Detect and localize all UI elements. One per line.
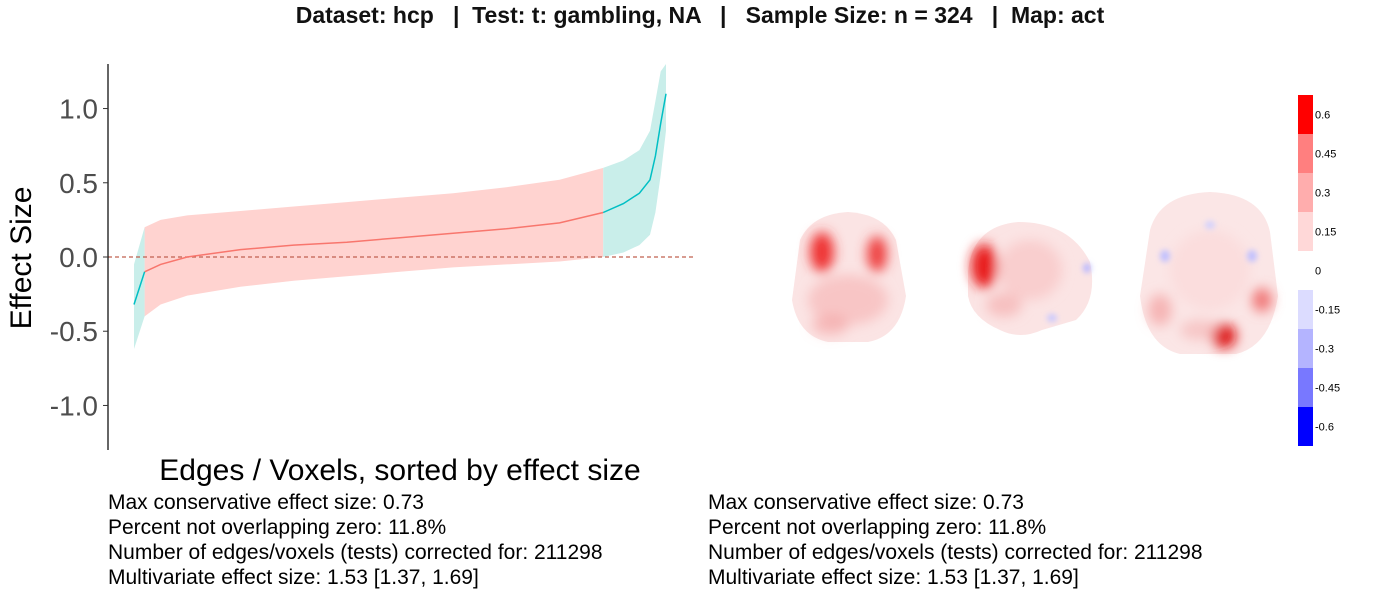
y-tick-label: 1.0 xyxy=(59,94,98,125)
max-effect-text: Max conservative effect size: 0.73 xyxy=(108,491,424,514)
effect-size-plot: -1.0 -0.5 0.0 0.5 1.0 Effect Size Edges / Vo… xyxy=(5,64,694,487)
estimate-line-nonoverlap-high xyxy=(602,93,667,214)
y-tick-label: 0.5 xyxy=(59,168,98,199)
colorbar-label: 0.45 xyxy=(1315,149,1336,161)
y-axis-ticks: -1.0 -0.5 0.0 0.5 1.0 xyxy=(50,94,108,421)
estimate-line-nonoverlap-low xyxy=(133,271,146,305)
y-tick-label: 0.0 xyxy=(59,242,98,273)
colorbar-segment xyxy=(1298,329,1313,368)
colorbar-label: -0.45 xyxy=(1315,383,1340,395)
max-effect-text: Max conservative effect size: 0.73 xyxy=(708,491,1024,514)
colorbar-segment xyxy=(1298,251,1313,290)
num-tests-text: Number of edges/voxels (tests) corrected… xyxy=(108,541,603,564)
ci-band-nonoverlap-high xyxy=(603,64,666,257)
estimate-line-overlapping xyxy=(144,211,604,273)
plot-title: Dataset: hcp | Test: t: gambling, NA | S… xyxy=(295,2,1105,28)
percent-nonoverlap-text: Percent not overlapping zero: 11.8% xyxy=(108,516,447,539)
multivariate-text: Multivariate effect size: 1.53 [1.37, 1.… xyxy=(108,566,479,589)
colorbar-label: 0 xyxy=(1315,266,1321,278)
colorbar-label: 0.15 xyxy=(1315,227,1336,239)
colorbar-segment xyxy=(1298,134,1313,173)
percent-nonoverlap-text: Percent not overlapping zero: 11.8% xyxy=(708,516,1047,539)
num-tests-text: Number of edges/voxels (tests) corrected… xyxy=(708,541,1203,564)
colorbar-label: 0.6 xyxy=(1315,110,1330,122)
y-tick-label: -1.0 xyxy=(50,390,98,421)
multivariate-text: Multivariate effect size: 1.53 [1.37, 1.… xyxy=(708,566,1079,589)
colorbar-segment xyxy=(1298,173,1313,212)
y-axis-title: Effect Size xyxy=(5,187,38,330)
colorbar-label: 0.3 xyxy=(1315,188,1330,200)
brain-slice-axial xyxy=(1140,192,1278,354)
colorbar-label: -0.15 xyxy=(1315,305,1340,317)
colorbar-label: -0.3 xyxy=(1315,344,1334,356)
colorbar-segment xyxy=(1298,212,1313,251)
colorbar-segment xyxy=(1298,407,1313,446)
colorbar-segment xyxy=(1298,95,1313,134)
stats-panel-right: Max conservative effect size: 0.73 Perce… xyxy=(708,490,1203,590)
colorbar-segment xyxy=(1298,290,1313,329)
x-axis-title: Edges / Voxels, sorted by effect size xyxy=(159,454,640,487)
colorbar-label: -0.6 xyxy=(1315,422,1334,434)
colorbar: 0.6 0.45 0.3 0.15 0 -0.15 -0.3 -0.45 -0.6 xyxy=(1298,95,1340,446)
brain-slice-sagittal xyxy=(968,222,1093,335)
colorbar-segment xyxy=(1298,368,1313,407)
ci-band-overlapping-zero xyxy=(144,167,604,317)
brain-slice-coronal xyxy=(792,212,906,342)
stats-panel-left: Max conservative effect size: 0.73 Perce… xyxy=(108,490,603,590)
y-tick-label: -0.5 xyxy=(50,316,98,347)
